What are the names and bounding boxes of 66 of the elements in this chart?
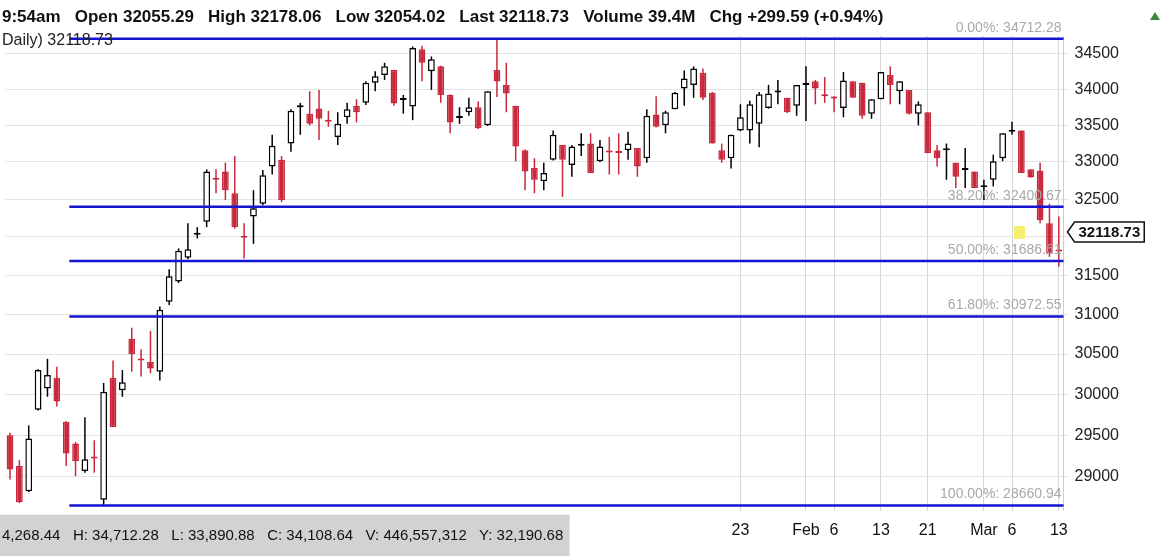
y-tick-label: 33500 <box>1074 115 1120 133</box>
candlestick <box>952 161 960 189</box>
candlestick <box>53 366 61 408</box>
candlestick <box>493 37 501 98</box>
y-tick-label: 31500 <box>1074 265 1120 283</box>
candlestick <box>315 89 323 141</box>
candlestick <box>999 132 1007 162</box>
y-tick-label: 33000 <box>1074 152 1120 170</box>
candlestick <box>540 161 548 191</box>
x-tick-label: 6 <box>1007 520 1017 538</box>
candlestick <box>502 62 510 113</box>
candlestick <box>521 148 529 191</box>
ref-line-label: 61.80%: 30972.55 <box>947 296 1062 313</box>
candlestick <box>680 69 688 107</box>
candlestick <box>802 65 810 122</box>
candlestick <box>961 147 969 189</box>
y-tick-label: 32500 <box>1074 189 1120 207</box>
candlestick <box>549 129 557 162</box>
y-tick-label: 34500 <box>1074 44 1120 62</box>
x-tick-label: 13 <box>1049 520 1068 538</box>
candlestick <box>418 45 426 83</box>
ref-line-label: 0.00%: 34712.28 <box>955 18 1062 35</box>
y-tick-label: 34000 <box>1074 79 1120 97</box>
candlestick <box>268 134 276 176</box>
candlestick <box>81 416 89 474</box>
candlestick <box>465 97 473 117</box>
x-tick-label: 21 <box>918 520 937 538</box>
text: 4,268.44 H: 34,712.28 L: 33,890.88 C: 34,108.64 V: 446,557,312 Y: 32,190.68 <box>2 525 564 543</box>
candlestick <box>353 98 360 124</box>
candlestick <box>128 327 136 373</box>
x-tick-label: 6 <box>829 520 839 538</box>
candlestick <box>615 132 623 176</box>
x-tick-label: 13 <box>872 520 890 538</box>
x-tick-label: 23 <box>731 520 750 538</box>
y-tick-label: 30500 <box>1074 344 1120 362</box>
candlestick <box>933 144 941 168</box>
candlestick <box>746 99 754 145</box>
candlestick <box>989 153 997 188</box>
y-tick-label: 30000 <box>1074 384 1120 402</box>
y-tick-label: 31000 <box>1074 304 1120 322</box>
candlestick <box>568 144 576 178</box>
candlestick <box>306 90 314 127</box>
text: 32118.73 <box>1078 223 1141 241</box>
candlestick <box>343 102 351 125</box>
y-tick-label: 29500 <box>1074 425 1120 443</box>
x-tick-label: Feb <box>792 520 820 538</box>
text: 9:54am Open 32055.29 High 32178.06 Low 32054.02 Last 32118.73 Volume 39.4M Chg +299.59 (+0.94%) <box>2 6 884 26</box>
candlestick <box>399 94 407 115</box>
candlestick <box>914 100 922 127</box>
candlestick <box>362 80 370 106</box>
candlestick <box>474 100 482 130</box>
candlestick <box>624 131 632 161</box>
candlestick <box>652 95 660 129</box>
candlestick <box>596 139 604 163</box>
candlestick <box>699 67 707 101</box>
candlestick <box>727 134 735 170</box>
candlestick <box>334 111 342 146</box>
ref-line-label: 100.00%: 28660.94 <box>940 485 1062 502</box>
candlestick <box>371 70 379 93</box>
x-tick-label: Mar <box>970 520 999 538</box>
candlestick <box>886 65 894 106</box>
y-tick-label: 29000 <box>1074 467 1120 485</box>
candlestick <box>718 142 726 164</box>
candlestick <box>165 268 173 306</box>
candlestick <box>184 222 192 260</box>
candlestick <box>811 79 819 106</box>
